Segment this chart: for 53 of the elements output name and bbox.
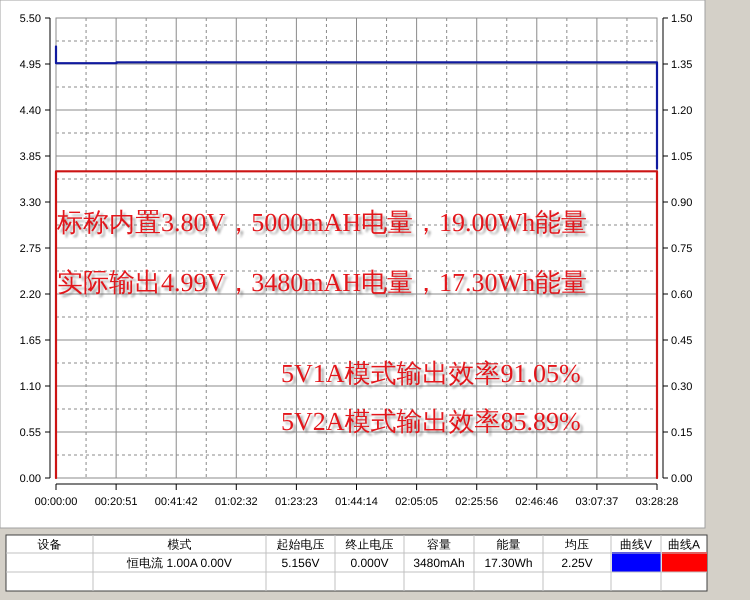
line-series xyxy=(54,45,658,170)
x-tick-label: 03:07:37 xyxy=(575,496,618,508)
category-label: 模式 xyxy=(168,537,192,552)
annotation: 5V2A模式输出效率85.89% xyxy=(281,407,581,436)
text: 恒电流 1.00A 0.00V xyxy=(127,556,232,570)
y2-tick-label: 1.20 xyxy=(671,104,692,117)
x-tick-label: 02:05:05 xyxy=(395,496,438,508)
x-tick-label: 01:23:23 xyxy=(274,496,318,508)
category-label: 终止电压 xyxy=(346,537,394,552)
text: 5.156V xyxy=(281,556,320,570)
y2-tick-label: 0.30 xyxy=(671,380,692,393)
y-tick-label: 1.65 xyxy=(20,334,41,347)
y-tick-label: 4.95 xyxy=(20,58,41,71)
x-tick-label: 00:41:42 xyxy=(154,496,198,508)
y2-tick-label: 1.05 xyxy=(671,150,692,163)
y-tick-label: 1.10 xyxy=(20,380,41,393)
text: 2.25V xyxy=(561,556,593,570)
y2-tick-label: 0.45 xyxy=(671,334,692,347)
x-tick-label: 01:02:32 xyxy=(214,496,258,508)
y2-tick-label: 0.00 xyxy=(671,472,692,485)
category-label: 起始电压 xyxy=(276,537,324,552)
y-tick-label: 0.55 xyxy=(20,426,41,439)
text: 3480mAh xyxy=(413,556,465,570)
category-label: 能量 xyxy=(496,537,520,552)
y-tick-label: 5.50 xyxy=(20,12,41,25)
annotation: 5V1A模式输出效率91.05% xyxy=(281,359,581,388)
annotation: 实际输出4.99V，3480mAH电量，17.30Wh能量 xyxy=(57,268,588,297)
category-label: 均压 xyxy=(564,537,589,552)
y2-tick-label: 0.15 xyxy=(671,426,692,439)
x-tick-label: 03:28:28 xyxy=(636,496,678,508)
text: 17.30Wh xyxy=(484,556,533,570)
y-tick-label: 3.85 xyxy=(20,150,41,163)
category-label: 曲线A xyxy=(668,537,700,552)
x-tick-label: 02:25:56 xyxy=(455,496,498,508)
y-tick-label: 0.00 xyxy=(20,472,41,485)
y-tick-label: 2.20 xyxy=(20,288,41,301)
y-tick-label: 4.40 xyxy=(20,104,41,117)
x-tick-label: 00:00:00 xyxy=(34,496,78,508)
annotation: 标称内置3.80V，5000mAH电量，19.00Wh能量 xyxy=(56,208,588,237)
category-label: 曲线V xyxy=(620,537,652,552)
y2-tick-label: 1.50 xyxy=(671,12,692,25)
x-tick-label: 02:46:46 xyxy=(515,496,558,508)
text: 0.000V xyxy=(350,556,389,570)
x-tick-label: 00:20:51 xyxy=(94,496,138,508)
y2-tick-label: 0.75 xyxy=(671,242,692,255)
y2-tick-label: 0.60 xyxy=(671,288,692,301)
category-label: 容量 xyxy=(427,537,451,552)
y2-tick-label: 0.90 xyxy=(671,196,692,209)
category-label: 设备 xyxy=(38,537,62,552)
y2-tick-label: 1.35 xyxy=(671,58,692,71)
y-tick-label: 3.30 xyxy=(20,196,41,209)
x-tick-label: 01:44:14 xyxy=(335,496,378,508)
y-tick-label: 2.75 xyxy=(20,242,41,255)
